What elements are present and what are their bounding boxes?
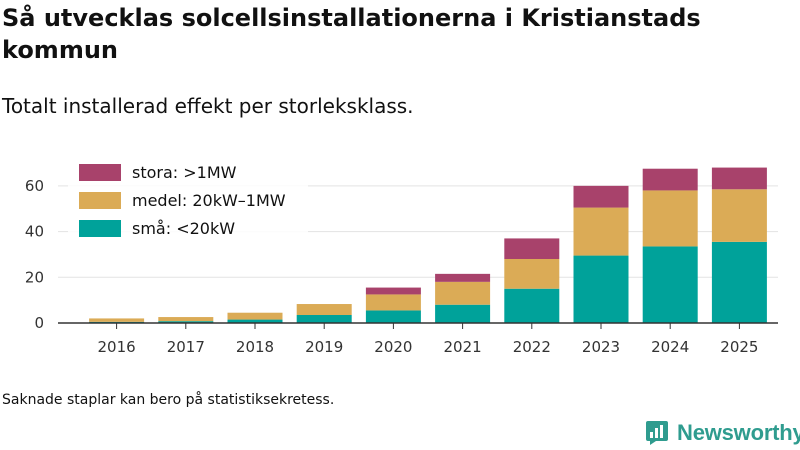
legend-swatch-small [79,220,121,237]
x-tick-label: 2019 [305,338,343,356]
y-tick-label: 40 [25,223,44,241]
x-tick-label: 2018 [236,338,274,356]
bar-segment-small [365,310,421,323]
footnote: Saknade staplar kan bero på statistiksek… [2,392,335,408]
legend-label-medium: medel: 20kW–1MW [132,191,286,210]
x-tick-label: 2020 [374,338,412,356]
bar-segment-large [711,167,767,190]
bar-segment-small [158,321,214,323]
x-tick-label: 2021 [444,338,482,356]
bar-segment-medium [435,281,491,305]
bar-segment-medium [227,312,283,320]
legend-swatch-large [79,164,121,181]
brand-name: Newsworthy [677,420,800,445]
bar-segment-small [711,241,767,323]
chart-subtitle: Totalt installerad effekt per storlekskl… [2,94,414,118]
bar-segment-small [296,315,352,323]
bar-segment-large [573,185,629,208]
x-tick-label: 2017 [167,338,205,356]
bar-segment-medium [711,189,767,242]
bar-segment-small [504,288,560,323]
bar-segment-small [227,319,283,323]
bar-segment-medium [504,259,560,289]
bar-segment-small [642,246,698,323]
stacked-bar-chart: 2016 2017 2018 2019 2020 2021 2022 2023 2024 2025… [24,163,778,356]
bar-segment-large [642,168,698,191]
bar-segment-medium [89,318,145,322]
bar-segment-medium [158,317,214,322]
x-tick-label: 2024 [651,338,689,356]
x-tick-label: 2022 [513,338,551,356]
bar-segment-small [435,304,491,323]
bar-segment-small [573,255,629,323]
y-tick-label: 60 [25,177,44,195]
bar-segment-large [504,238,560,259]
x-tick-label: 2016 [98,338,136,356]
bar-segment-medium [642,190,698,247]
chart-title: Så utvecklas solcellsinstallationerna i … [2,4,701,64]
legend-label-large: stora: >1MW [132,163,237,182]
legend-label-small: små: <20kW [132,219,235,238]
chart-legend: stora: >1MW medel: 20kW–1MW små: <20kW [79,163,286,238]
bar-segment-large [435,273,491,282]
legend-swatch-medium [79,192,121,209]
brand-logo: Newsworthy [645,418,800,448]
bar-segment-medium [365,294,421,311]
newsworthy-logo-icon [646,421,668,445]
y-tick-label: 0 [34,314,44,332]
bar-segment-medium [296,304,352,315]
bar-segment-medium [573,207,629,256]
bar-segment-large [365,287,421,295]
x-tick-label: 2025 [720,338,758,356]
x-tick-label: 2023 [582,338,620,356]
y-tick-label: 20 [25,268,44,286]
